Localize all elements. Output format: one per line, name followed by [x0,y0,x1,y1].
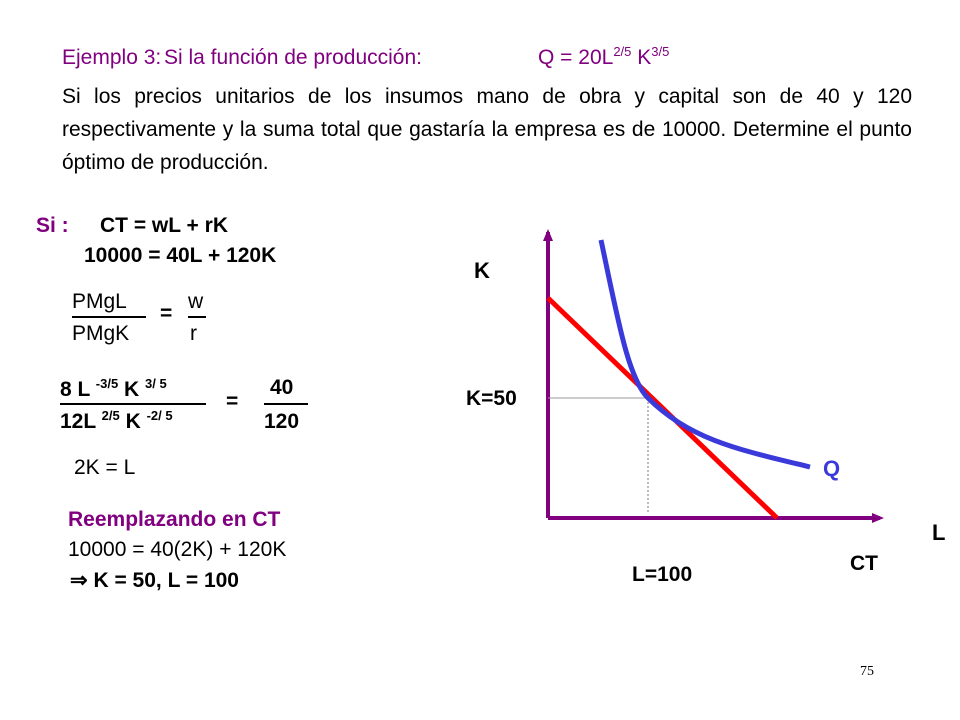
example-intro: Si la función de producción: [164,46,422,69]
k-axis-label: K [474,258,490,283]
price-fraction-bar [264,403,308,405]
den-a: 12L [60,410,102,433]
si-label: Si : [36,214,69,237]
isoquant-label: Q [823,456,841,481]
l-axis-arrow-icon [872,513,884,523]
implies-icon: ⇒ [70,569,88,592]
ct-label: CT [850,552,878,575]
formula-base: Q = 20L [538,46,614,69]
k-value-label: K=50 [466,387,517,410]
price-denominator: 120 [264,410,300,433]
page-number: 75 [860,664,874,679]
w-label: w [188,290,204,313]
num-b: K [118,378,146,401]
l-value-label: L=100 [632,563,693,586]
formula-k: K [631,46,652,69]
isoquant-curve [598,239,811,470]
fraction-bar-right [188,316,206,318]
production-function: Q = 20L2/5 K3/5 [538,44,670,70]
derivative-equals: = [226,390,239,413]
exponent-l: 2/5 [613,44,632,59]
den-exp1: 2/5 [101,408,120,423]
derivative-denominator: 12L 2/5 K -2/ 5 [60,408,173,434]
den-exp2: -2/ 5 [146,408,173,423]
cost-equation: CT = wL + rK [100,214,228,237]
price-numerator: 40 [270,376,294,399]
relation-eq: 2K = L [74,456,136,479]
replace-equation: 10000 = 40(2K) + 120K [68,538,287,561]
budget-equation: 10000 = 40L + 120K [84,244,277,267]
problem-statement: Si los precios unitarios de los insumos … [62,85,912,174]
pmgk-label: PMgK [72,322,130,345]
replace-title: Reemplazando en CT [68,508,281,531]
derivative-numerator: 8 L -3/5 K 3/ 5 [60,376,167,402]
k-axis-arrow-icon [543,229,553,241]
l-axis-label: L [932,520,946,545]
fraction-bar-left [72,316,146,318]
ratio-equals: = [160,302,173,325]
derivative-fraction-bar [60,403,206,405]
num-exp1: -3/5 [95,376,119,391]
r-label: r [190,322,197,345]
result-line: ⇒ K = 50, L = 100 [70,568,239,593]
graph-axes [543,229,884,523]
den-b: K [119,410,147,433]
num-exp2: 3/ 5 [145,376,167,391]
pmgl-label: PMgL [72,290,127,313]
num-a: 8 L [60,378,96,401]
exponent-k: 3/5 [651,44,670,59]
result-values: K = 50, L = 100 [87,569,239,592]
example-label: Ejemplo 3: [62,46,162,69]
